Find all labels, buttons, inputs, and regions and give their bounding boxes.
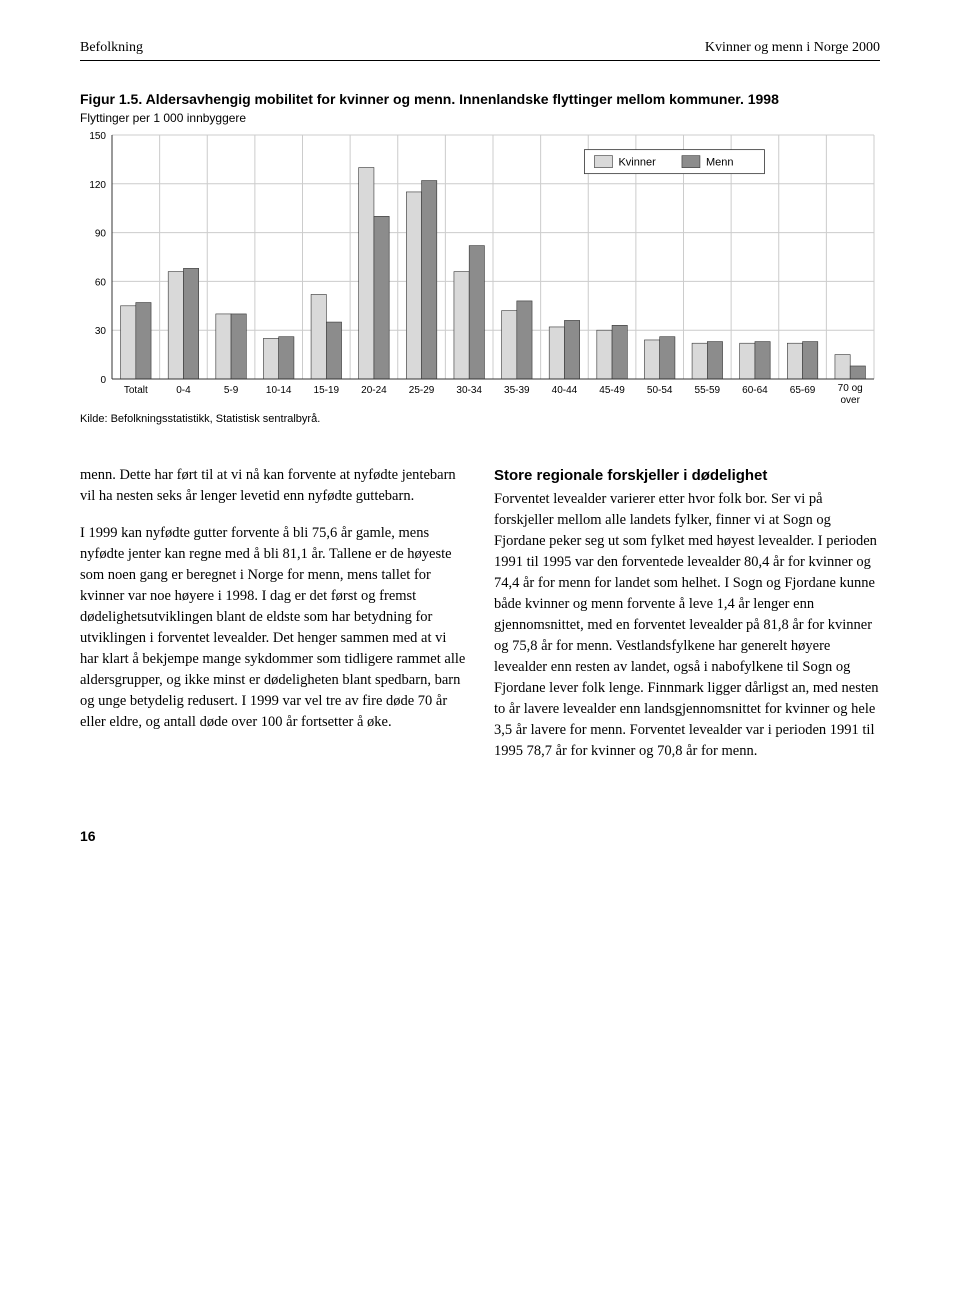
svg-text:45-49: 45-49: [599, 385, 625, 396]
left-column: menn. Dette har ført til at vi nå kan fo…: [80, 465, 466, 778]
svg-text:150: 150: [89, 131, 106, 142]
svg-text:90: 90: [95, 229, 107, 240]
bar-chart: 0 30 60 90 120 150 Totalt 0-4 5-9 10-14 15-19 20-24…: [80, 129, 880, 409]
svg-text:Totalt: Totalt: [124, 385, 148, 396]
svg-text:Kvinner: Kvinner: [618, 157, 656, 169]
svg-text:50-54: 50-54: [647, 385, 673, 396]
svg-text:70 og: 70 og: [838, 383, 863, 394]
svg-text:30: 30: [95, 326, 107, 337]
svg-text:25-29: 25-29: [409, 385, 435, 396]
body-paragraph: menn. Dette har ført til at vi nå kan fo…: [80, 465, 466, 507]
svg-text:30-34: 30-34: [456, 385, 482, 396]
svg-text:15-19: 15-19: [314, 385, 340, 396]
section-heading: Store regionale forskjeller i dødelighet: [494, 465, 880, 487]
page-number: 16: [80, 828, 880, 844]
figure-title: Figur 1.5. Aldersavhengig mobilitet for …: [80, 91, 880, 107]
page-header: Befolkning Kvinner og menn i Norge 2000: [80, 40, 880, 61]
svg-text:0-4: 0-4: [176, 385, 191, 396]
chart-source: Kilde: Befolkningsstatistikk, Statistisk…: [80, 413, 880, 425]
chart-svg: 0 30 60 90 120 150 Totalt 0-4 5-9 10-14 15-19 20-24…: [80, 129, 880, 409]
svg-text:60-64: 60-64: [742, 385, 768, 396]
svg-text:20-24: 20-24: [361, 385, 387, 396]
svg-text:40-44: 40-44: [552, 385, 578, 396]
body-paragraph: Forventet levealder varierer etter hvor …: [494, 489, 880, 762]
header-right: Kvinner og menn i Norge 2000: [705, 40, 880, 56]
svg-text:0: 0: [100, 375, 106, 386]
svg-text:Menn: Menn: [706, 157, 734, 169]
svg-text:65-69: 65-69: [790, 385, 816, 396]
svg-text:over: over: [840, 395, 860, 406]
svg-text:60: 60: [95, 277, 107, 288]
svg-text:55-59: 55-59: [695, 385, 721, 396]
svg-text:35-39: 35-39: [504, 385, 530, 396]
body-columns: menn. Dette har ført til at vi nå kan fo…: [80, 465, 880, 778]
body-paragraph: I 1999 kan nyfødte gutter forvente å bli…: [80, 523, 466, 733]
svg-text:120: 120: [89, 180, 106, 191]
right-column: Store regionale forskjeller i dødelighet…: [494, 465, 880, 778]
figure-title-text: Aldersavhengig mobilitet for kvinner og …: [146, 91, 779, 107]
svg-text:10-14: 10-14: [266, 385, 292, 396]
svg-text:5-9: 5-9: [224, 385, 239, 396]
y-axis-label: Flyttinger per 1 000 innbyggere: [80, 111, 880, 125]
header-left: Befolkning: [80, 40, 143, 56]
figure-number: Figur 1.5.: [80, 91, 142, 107]
